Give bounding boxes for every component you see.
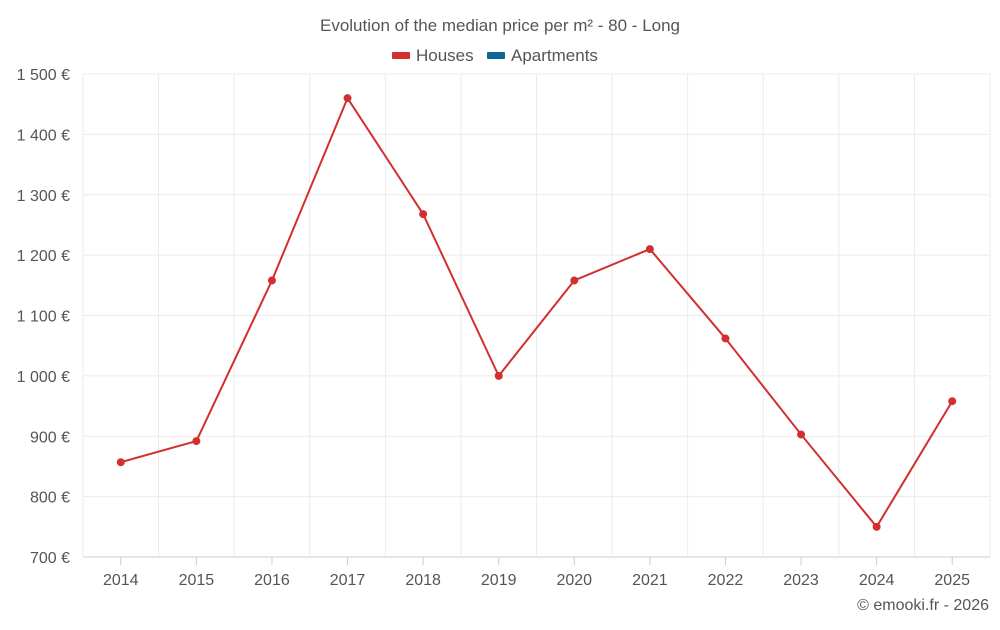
- legend: Houses Apartments: [392, 46, 598, 65]
- legend-swatch-houses: [392, 52, 410, 59]
- y-tick-label: 900 €: [30, 429, 70, 446]
- x-tick-label: 2024: [859, 572, 895, 589]
- y-tick-label: 700 €: [30, 550, 70, 567]
- data-point-houses-2025[interactable]: [948, 397, 957, 406]
- series-houses: [116, 94, 957, 531]
- x-tick-label: 2023: [783, 572, 819, 589]
- chart-title: Evolution of the median price per m² - 8…: [320, 16, 680, 35]
- data-point-houses-2017[interactable]: [343, 94, 352, 103]
- data-point-houses-2019[interactable]: [494, 371, 503, 380]
- y-tick-label: 1 200 €: [17, 248, 70, 265]
- data-point-houses-2014[interactable]: [116, 458, 125, 467]
- data-point-houses-2024[interactable]: [872, 522, 881, 531]
- data-point-houses-2020[interactable]: [570, 276, 579, 285]
- data-point-houses-2022[interactable]: [721, 334, 730, 343]
- axes: 700 € 800 € 900 € 1 000 € 1 100 € 1 200 € 1 30…: [17, 67, 970, 589]
- y-tick-label: 1 300 €: [17, 188, 70, 205]
- y-tick-label: 1 400 €: [17, 127, 70, 144]
- x-tick-label: 2018: [405, 572, 441, 589]
- y-tick-label: 1 100 €: [17, 309, 70, 326]
- x-tick-label: 2025: [934, 572, 970, 589]
- data-point-houses-2015[interactable]: [192, 437, 201, 446]
- series-line-houses: [120, 97, 954, 528]
- y-tick-label: 1 000 €: [17, 369, 70, 386]
- legend-item-houses[interactable]: Houses: [392, 46, 474, 65]
- legend-swatch-apartments: [487, 52, 505, 59]
- grid: [82, 73, 991, 558]
- data-point-houses-2018[interactable]: [419, 210, 428, 219]
- x-tick-label: 2014: [103, 572, 139, 589]
- x-tick-label: 2020: [556, 572, 592, 589]
- legend-label-houses: Houses: [416, 46, 474, 65]
- x-tick-label: 2022: [708, 572, 744, 589]
- data-point-houses-2021[interactable]: [645, 245, 654, 254]
- x-tick-label: 2019: [481, 572, 517, 589]
- x-tick-label: 2015: [179, 572, 215, 589]
- legend-label-apartments: Apartments: [511, 46, 598, 65]
- x-tick-label: 2017: [330, 572, 366, 589]
- x-tick-label: 2016: [254, 572, 290, 589]
- footer-credit: © emooki.fr - 2026: [857, 597, 989, 614]
- x-tick-label: 2021: [632, 572, 668, 589]
- legend-item-apartments[interactable]: Apartments: [487, 46, 598, 65]
- data-point-houses-2016[interactable]: [267, 276, 276, 285]
- data-point-houses-2023[interactable]: [797, 430, 806, 439]
- y-tick-label: 800 €: [30, 490, 70, 507]
- y-tick-label: 1 500 €: [17, 67, 70, 84]
